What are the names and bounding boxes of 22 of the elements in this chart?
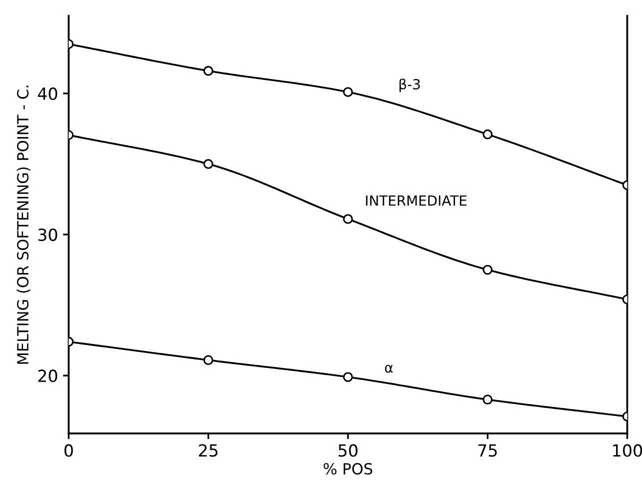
x-tick-label: 75: [478, 444, 497, 457]
x-tick-label: 100: [613, 444, 642, 457]
x-tick-label: 0: [64, 444, 73, 457]
series-label: α: [385, 364, 393, 373]
point: [203, 159, 214, 169]
y-axis-title: MELTING (OR SOFTENING) POINT - C.: [16, 86, 30, 364]
series-label: INTERMEDIATE: [366, 196, 466, 206]
x-tick-label: 50: [338, 444, 358, 457]
point: [343, 214, 353, 224]
point: [343, 87, 353, 97]
point: [203, 355, 214, 366]
x-axis-title: % POS: [324, 463, 372, 475]
y-tick-label: 40: [38, 87, 58, 100]
y-tick-label: 30: [38, 228, 58, 242]
y-tick-label: 20: [38, 370, 58, 382]
x-tick-label: 25: [198, 444, 218, 457]
point: [482, 129, 493, 140]
point: [343, 372, 353, 382]
series-label: β-3: [400, 78, 420, 92]
point: [482, 264, 493, 275]
point: [482, 394, 493, 405]
point: [203, 66, 214, 76]
